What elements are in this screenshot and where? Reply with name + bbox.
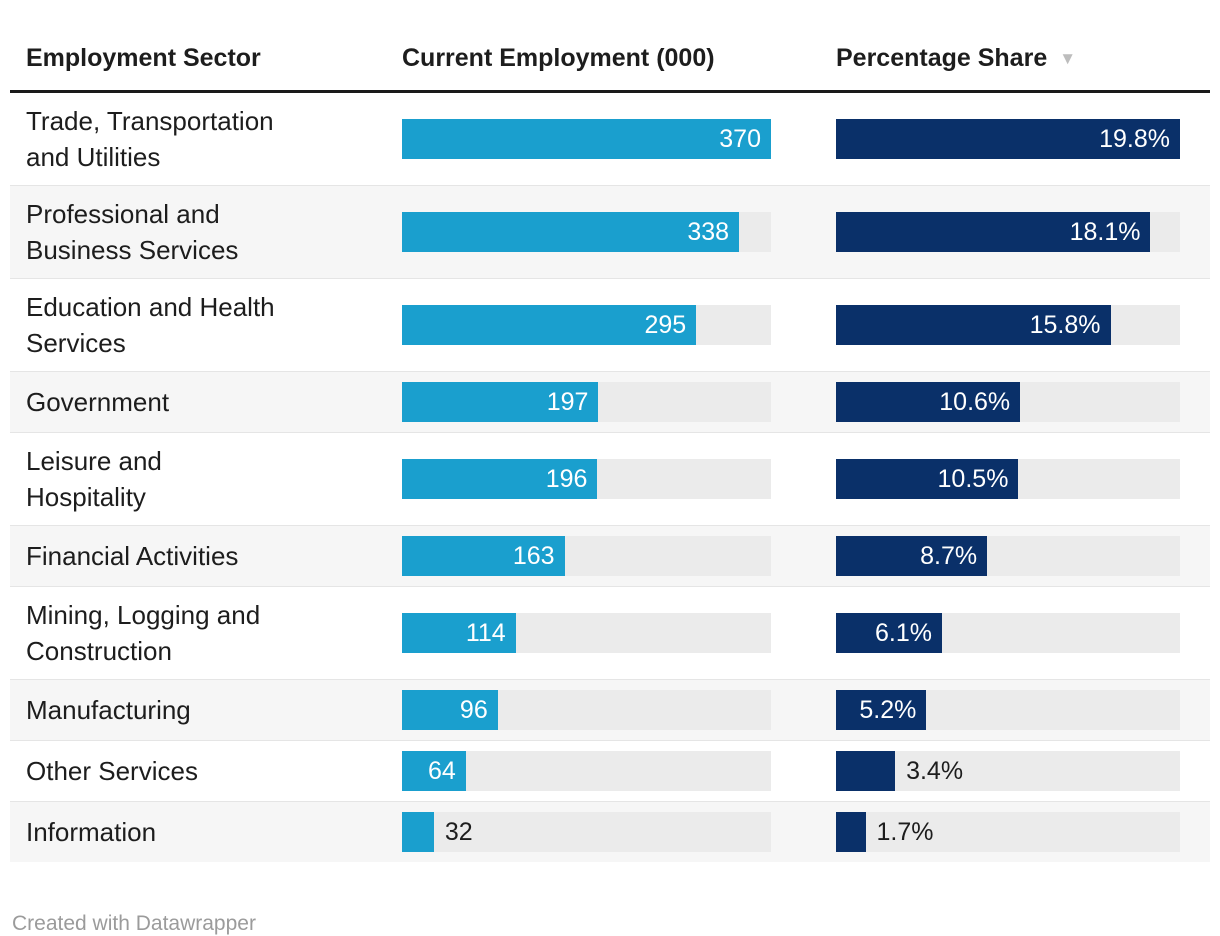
sector-label: Information <box>26 817 157 847</box>
share-bar: 8.7% <box>836 536 988 576</box>
table-row: Trade, Transportation and Utilities 370 … <box>10 93 1210 185</box>
share-bar: 5.2% <box>836 690 927 730</box>
employment-bar: 64 <box>402 751 466 791</box>
table-row: Mining, Logging and Construction 114 6.1… <box>10 586 1210 679</box>
column-header-employment[interactable]: Current Employment (000) <box>402 44 715 72</box>
share-value: 15.8% <box>1029 310 1101 339</box>
sector-label: Education and Health Services <box>26 292 275 358</box>
employment-bar-track: 114 <box>402 613 771 653</box>
employment-bar-track: 163 <box>402 536 771 576</box>
employment-bar: 163 <box>402 536 565 576</box>
share-value: 5.2% <box>859 695 917 724</box>
employment-bar-track: 64 <box>402 751 771 791</box>
share-bar-track: 3.4% <box>836 751 1180 791</box>
datawrapper-attribution: Created with Datawrapper <box>12 912 256 935</box>
employment-bar: 295 <box>402 305 697 345</box>
share-bar-track: 5.2% <box>836 690 1180 730</box>
sort-descending-icon[interactable]: ▼ <box>1059 49 1077 68</box>
share-bar <box>836 812 866 852</box>
share-bar-track: 15.8% <box>836 305 1180 345</box>
employment-bar: 338 <box>402 212 740 252</box>
sector-label: Government <box>26 387 170 417</box>
employment-value: 196 <box>545 464 588 493</box>
share-bar <box>836 751 896 791</box>
employment-value: 370 <box>719 124 761 153</box>
sector-label: Financial Activities <box>26 541 239 571</box>
column-header-share[interactable]: Percentage Share ▼ <box>836 44 1180 73</box>
share-bar-track: 18.1% <box>836 212 1180 252</box>
employment-value: 338 <box>687 217 730 246</box>
share-bar-track: 10.6% <box>836 382 1180 422</box>
employment-bar-track: 197 <box>402 382 771 422</box>
table-row: Manufacturing 96 5.2% <box>10 679 1210 740</box>
employment-bar: 114 <box>402 613 516 653</box>
employment-bar: 196 <box>402 459 598 499</box>
column-header-sector[interactable]: Employment Sector <box>26 44 261 72</box>
table-row: Education and Health Services 295 15.8% <box>10 278 1210 371</box>
column-header-share-label: Percentage Share <box>836 44 1048 72</box>
share-bar: 18.1% <box>836 212 1151 252</box>
sector-label: Other Services <box>26 756 198 786</box>
table-row: Leisure and Hospitality 196 10.5% <box>10 432 1210 525</box>
employment-bar: 197 <box>402 382 599 422</box>
share-bar-track: 19.8% <box>836 119 1180 159</box>
share-bar: 10.6% <box>836 382 1021 422</box>
table-row: Government 197 10.6% <box>10 371 1210 432</box>
table-row: Information 32 1.7% <box>10 801 1210 862</box>
share-bar: 6.1% <box>836 613 942 653</box>
employment-bar-track: 96 <box>402 690 771 730</box>
share-bar: 19.8% <box>836 119 1180 159</box>
share-value-outside: 3.4% <box>906 756 964 785</box>
table-row: Financial Activities 163 8.7% <box>10 525 1210 586</box>
table-body: Trade, Transportation and Utilities 370 … <box>10 93 1210 862</box>
share-value: 19.8% <box>1099 124 1170 153</box>
share-bar-track: 6.1% <box>836 613 1180 653</box>
employment-bar <box>402 812 434 852</box>
employment-bar-track: 295 <box>402 305 771 345</box>
employment-table: Employment Sector Current Employment (00… <box>10 0 1210 862</box>
share-value: 10.5% <box>937 464 1009 493</box>
employment-value: 64 <box>428 756 456 785</box>
share-value: 8.7% <box>920 541 978 570</box>
sector-label: Manufacturing <box>26 695 191 725</box>
employment-value: 197 <box>546 387 589 416</box>
sector-label: Trade, Transportation and Utilities <box>26 106 274 172</box>
share-value: 6.1% <box>874 618 932 647</box>
share-bar-track: 1.7% <box>836 812 1180 852</box>
share-value: 10.6% <box>939 387 1011 416</box>
sector-label: Mining, Logging and Construction <box>26 600 261 666</box>
employment-bar-track: 370 <box>402 119 771 159</box>
employment-bar: 96 <box>402 690 498 730</box>
share-bar: 15.8% <box>836 305 1111 345</box>
employment-value-outside: 32 <box>444 817 473 846</box>
employment-value: 96 <box>459 695 488 724</box>
table-row: Professional and Business Services 338 1… <box>10 185 1210 278</box>
employment-value: 163 <box>512 541 555 570</box>
share-value: 18.1% <box>1069 217 1141 246</box>
employment-value: 295 <box>644 310 687 339</box>
table-row: Other Services 64 3.4% <box>10 740 1210 801</box>
employment-bar-track: 196 <box>402 459 771 499</box>
sector-label: Leisure and Hospitality <box>26 446 162 512</box>
share-bar-track: 8.7% <box>836 536 1180 576</box>
sector-label: Professional and Business Services <box>26 199 239 265</box>
employment-value: 114 <box>465 618 506 647</box>
employment-bar-track: 338 <box>402 212 771 252</box>
share-bar: 10.5% <box>836 459 1019 499</box>
employment-bar: 370 <box>402 119 771 159</box>
employment-bar-track: 32 <box>402 812 771 852</box>
share-bar-track: 10.5% <box>836 459 1180 499</box>
share-value-outside: 1.7% <box>876 817 934 846</box>
table-header: Employment Sector Current Employment (00… <box>10 0 1210 93</box>
